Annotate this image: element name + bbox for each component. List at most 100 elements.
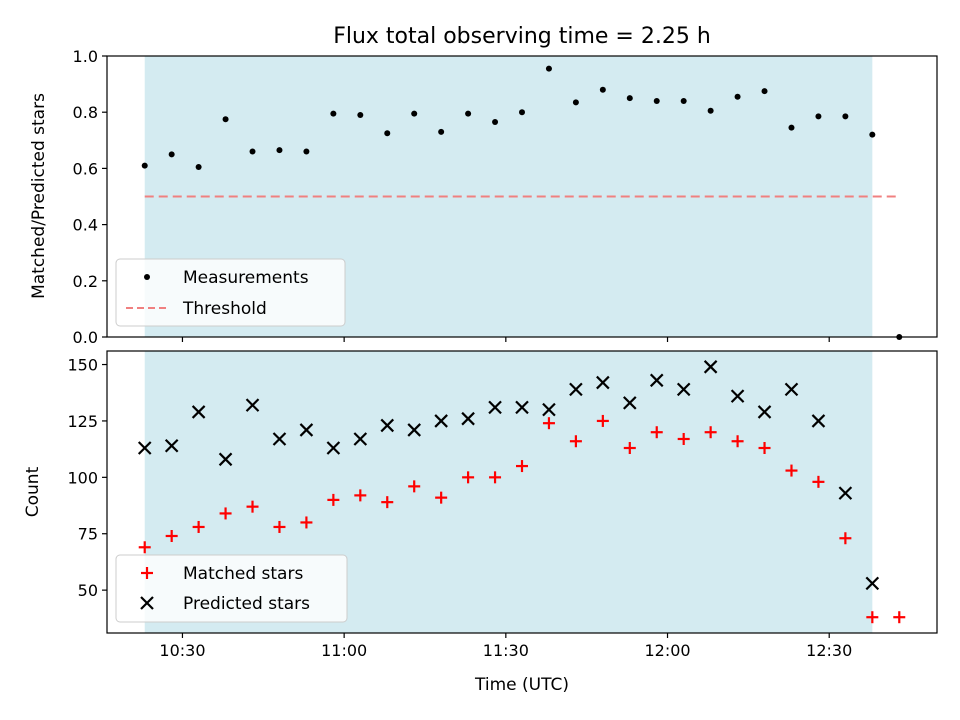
x-axis-label: Time (UTC)	[474, 675, 569, 695]
predicted-star-point	[272, 432, 287, 446]
chart-title: Flux total observing time = 2.25 h	[333, 24, 711, 49]
matched-star-point	[246, 500, 259, 513]
top-panel: 0.0 0.2 0.4 0.6 0.8 1.0 Flux total observing …	[29, 24, 938, 347]
matched-star-point	[731, 435, 744, 448]
predicted-star-point	[461, 411, 475, 426]
predicted-star-point	[623, 396, 637, 410]
measurement-point	[492, 119, 499, 126]
measurement-point	[572, 99, 579, 106]
bottom-plot-marks	[137, 360, 906, 624]
measurement-point	[842, 113, 849, 120]
top-y-ticks: 0.0 0.2 0.4 0.6 0.8 1.0	[73, 47, 107, 347]
measurement-point	[869, 131, 876, 138]
predicted-star-point	[407, 423, 421, 437]
top-y-tick-label: 0.2	[73, 272, 98, 291]
measurement-point	[222, 116, 229, 123]
bottom-x-ticks: 10:30 11:00 11:30 12:00 12:30	[159, 633, 852, 660]
measurement-point	[626, 95, 633, 102]
measurement-point	[707, 107, 714, 114]
top-legend-box	[115, 258, 346, 327]
matched-star-point	[327, 493, 340, 506]
measurement-point	[384, 130, 391, 137]
legend-measurements-label: Measurements	[183, 268, 309, 288]
measurement-point	[653, 97, 660, 104]
bottom-y-tick-label: 125	[67, 412, 98, 431]
predicted-star-point	[218, 452, 233, 467]
measurement-point	[249, 148, 256, 155]
measurement-point	[330, 110, 337, 117]
predicted-star-point	[811, 414, 826, 428]
top-y-tick-label: 0.4	[73, 216, 98, 235]
legend-matched-label: Matched stars	[183, 564, 303, 584]
predicted-star-point	[191, 405, 206, 419]
x-tick-label: 10:30	[159, 641, 205, 660]
measurement-point	[680, 97, 687, 104]
measurement-point	[465, 110, 472, 117]
matched-star-point	[354, 489, 367, 502]
measurement-point	[761, 88, 768, 95]
matched-star-point	[812, 475, 825, 488]
measurement-point	[519, 109, 525, 116]
predicted-star-point	[353, 432, 368, 446]
top-y-tick-label: 0.6	[73, 159, 98, 178]
measurement-point	[545, 65, 552, 72]
measurement-point	[599, 86, 606, 93]
matched-star-point	[192, 520, 205, 533]
matched-star-point	[435, 491, 448, 504]
matched-star-point	[677, 432, 690, 445]
measurement-point	[411, 110, 418, 117]
top-x-ticks	[181, 337, 830, 342]
matched-star-point	[596, 414, 609, 427]
predicted-star-point	[434, 414, 448, 428]
bottom-y-tick-label: 150	[67, 356, 98, 375]
measurement-point	[788, 124, 795, 131]
top-y-tick-label: 0.8	[73, 103, 98, 122]
measurement-point	[303, 148, 310, 155]
measurement-point	[276, 147, 283, 154]
top-y-tick-label: 0.0	[73, 328, 98, 347]
matched-star-point	[623, 442, 636, 455]
legend-matched-marker	[141, 567, 153, 579]
legend-measurements-marker	[144, 274, 150, 280]
top-y-tick-label: 1.0	[73, 47, 98, 66]
legend-x-glyph	[140, 596, 154, 610]
matched-star-point	[219, 507, 232, 520]
top-plot-marks	[141, 65, 903, 340]
matched-star-point	[542, 417, 555, 430]
measurement-point	[438, 128, 445, 135]
legend-threshold-label: Threshold	[182, 299, 267, 319]
measurement-point	[168, 151, 175, 158]
matched-star-point	[785, 464, 798, 477]
measurement-point	[195, 163, 202, 170]
predicted-star-point	[865, 576, 880, 591]
bottom-y-ticks: 50 75 100 125 150	[67, 356, 107, 600]
bottom-y-tick-label: 75	[78, 525, 98, 544]
matched-star-point	[300, 516, 313, 529]
matched-star-point	[569, 435, 582, 448]
predicted-star-point	[515, 400, 529, 415]
bottom-y-axis-label: Count	[23, 466, 43, 517]
predicted-star-point	[596, 375, 610, 390]
bottom-y-tick-label: 50	[78, 581, 98, 600]
predicted-star-point	[137, 441, 152, 455]
bottom-legend-box	[115, 554, 348, 623]
matched-star-point	[866, 611, 879, 624]
predicted-star-point	[730, 389, 745, 403]
matched-star-point	[758, 442, 771, 455]
x-tick-label: 11:00	[321, 641, 367, 660]
predicted-star-point	[245, 398, 260, 412]
bottom-legend: Matched stars Predicted stars	[115, 554, 348, 623]
matched-star-point	[704, 426, 717, 439]
measurement-point	[815, 113, 822, 120]
top-y-axis-label: Matched/Predicted stars	[29, 93, 49, 299]
matched-star-point	[138, 541, 151, 554]
predicted-star-point	[164, 438, 179, 453]
measurement-point	[141, 162, 148, 169]
predicted-star-point	[380, 418, 395, 433]
predicted-star-point	[569, 382, 583, 397]
matched-star-point	[165, 529, 178, 542]
x-tick-label: 12:30	[806, 641, 852, 660]
matched-star-point	[408, 480, 421, 493]
bottom-axes-frame	[106, 350, 938, 634]
